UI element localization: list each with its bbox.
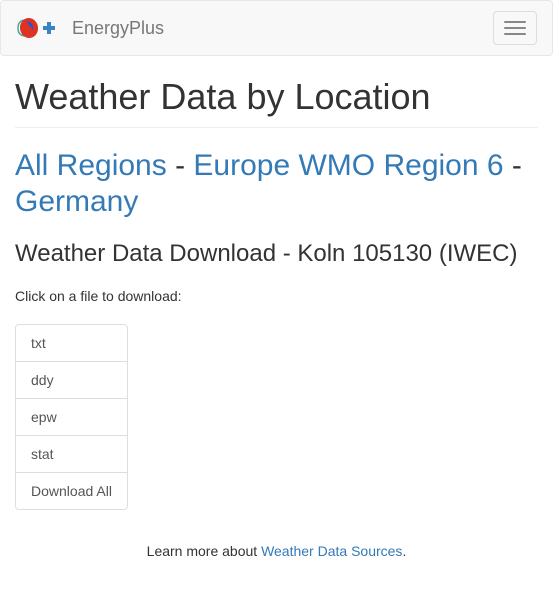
breadcrumb-region[interactable]: Europe WMO Region 6 [193,149,503,182]
brand-text: EnergyPlus [72,18,164,39]
file-link-stat[interactable]: stat [16,436,127,473]
breadcrumb-all-regions[interactable]: All Regions [15,149,167,182]
breadcrumb: All Regions - Europe WMO Region 6 - Germ… [15,148,538,220]
file-link-ddy[interactable]: ddy [16,362,127,399]
file-link-epw[interactable]: epw [16,399,127,436]
menu-toggle-button[interactable] [493,11,537,45]
file-list: txt ddy epw stat Download All [15,324,128,510]
hamburger-icon [504,21,526,23]
page-title: Weather Data by Location [15,76,538,128]
learn-more-prefix: Learn more about [147,543,261,559]
navbar: EnergyPlus [0,0,553,56]
weather-data-sources-link[interactable]: Weather Data Sources [261,543,402,559]
learn-more-suffix: . [402,543,406,559]
file-link-download-all[interactable]: Download All [16,473,127,509]
energyplus-logo-icon [16,16,62,40]
breadcrumb-country[interactable]: Germany [15,185,138,218]
instruction-text: Click on a file to download: [15,288,538,304]
breadcrumb-separator: - [167,149,194,182]
learn-more: Learn more about Weather Data Sources. [15,543,538,559]
hamburger-icon [504,27,526,29]
breadcrumb-separator: - [504,149,522,182]
subtitle: Weather Data Download - Koln 105130 (IWE… [15,240,538,268]
brand-link[interactable]: EnergyPlus [16,1,164,55]
file-link-txt[interactable]: txt [16,325,127,362]
hamburger-icon [504,33,526,35]
main-content: Weather Data by Location All Regions - E… [0,76,553,559]
